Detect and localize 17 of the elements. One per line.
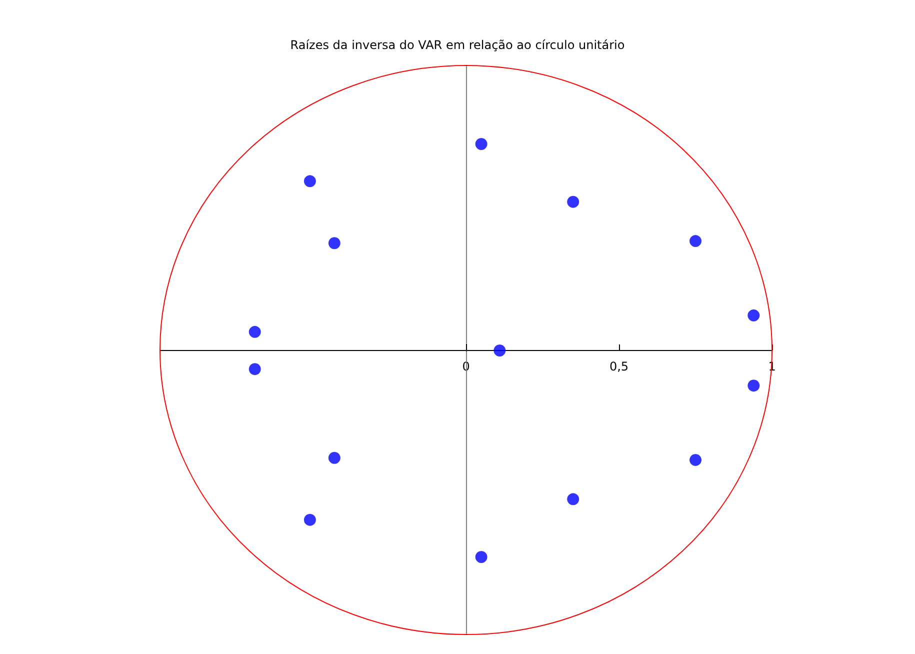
- x-tick-label: 0,5: [609, 360, 629, 374]
- point: [690, 235, 702, 248]
- point: [748, 309, 760, 322]
- point: [567, 196, 580, 208]
- point: [567, 493, 580, 506]
- point: [328, 452, 340, 464]
- point: [248, 326, 261, 338]
- point: [328, 237, 340, 250]
- point: [475, 138, 488, 150]
- point: [248, 363, 261, 376]
- point: [748, 380, 760, 392]
- chart-title: Raízes da inversa do VAR em relação ao círculo unitário: [290, 38, 625, 52]
- point: [304, 514, 316, 526]
- point: [475, 551, 488, 563]
- point: [304, 175, 316, 188]
- point: [690, 454, 702, 466]
- point: [494, 344, 506, 356]
